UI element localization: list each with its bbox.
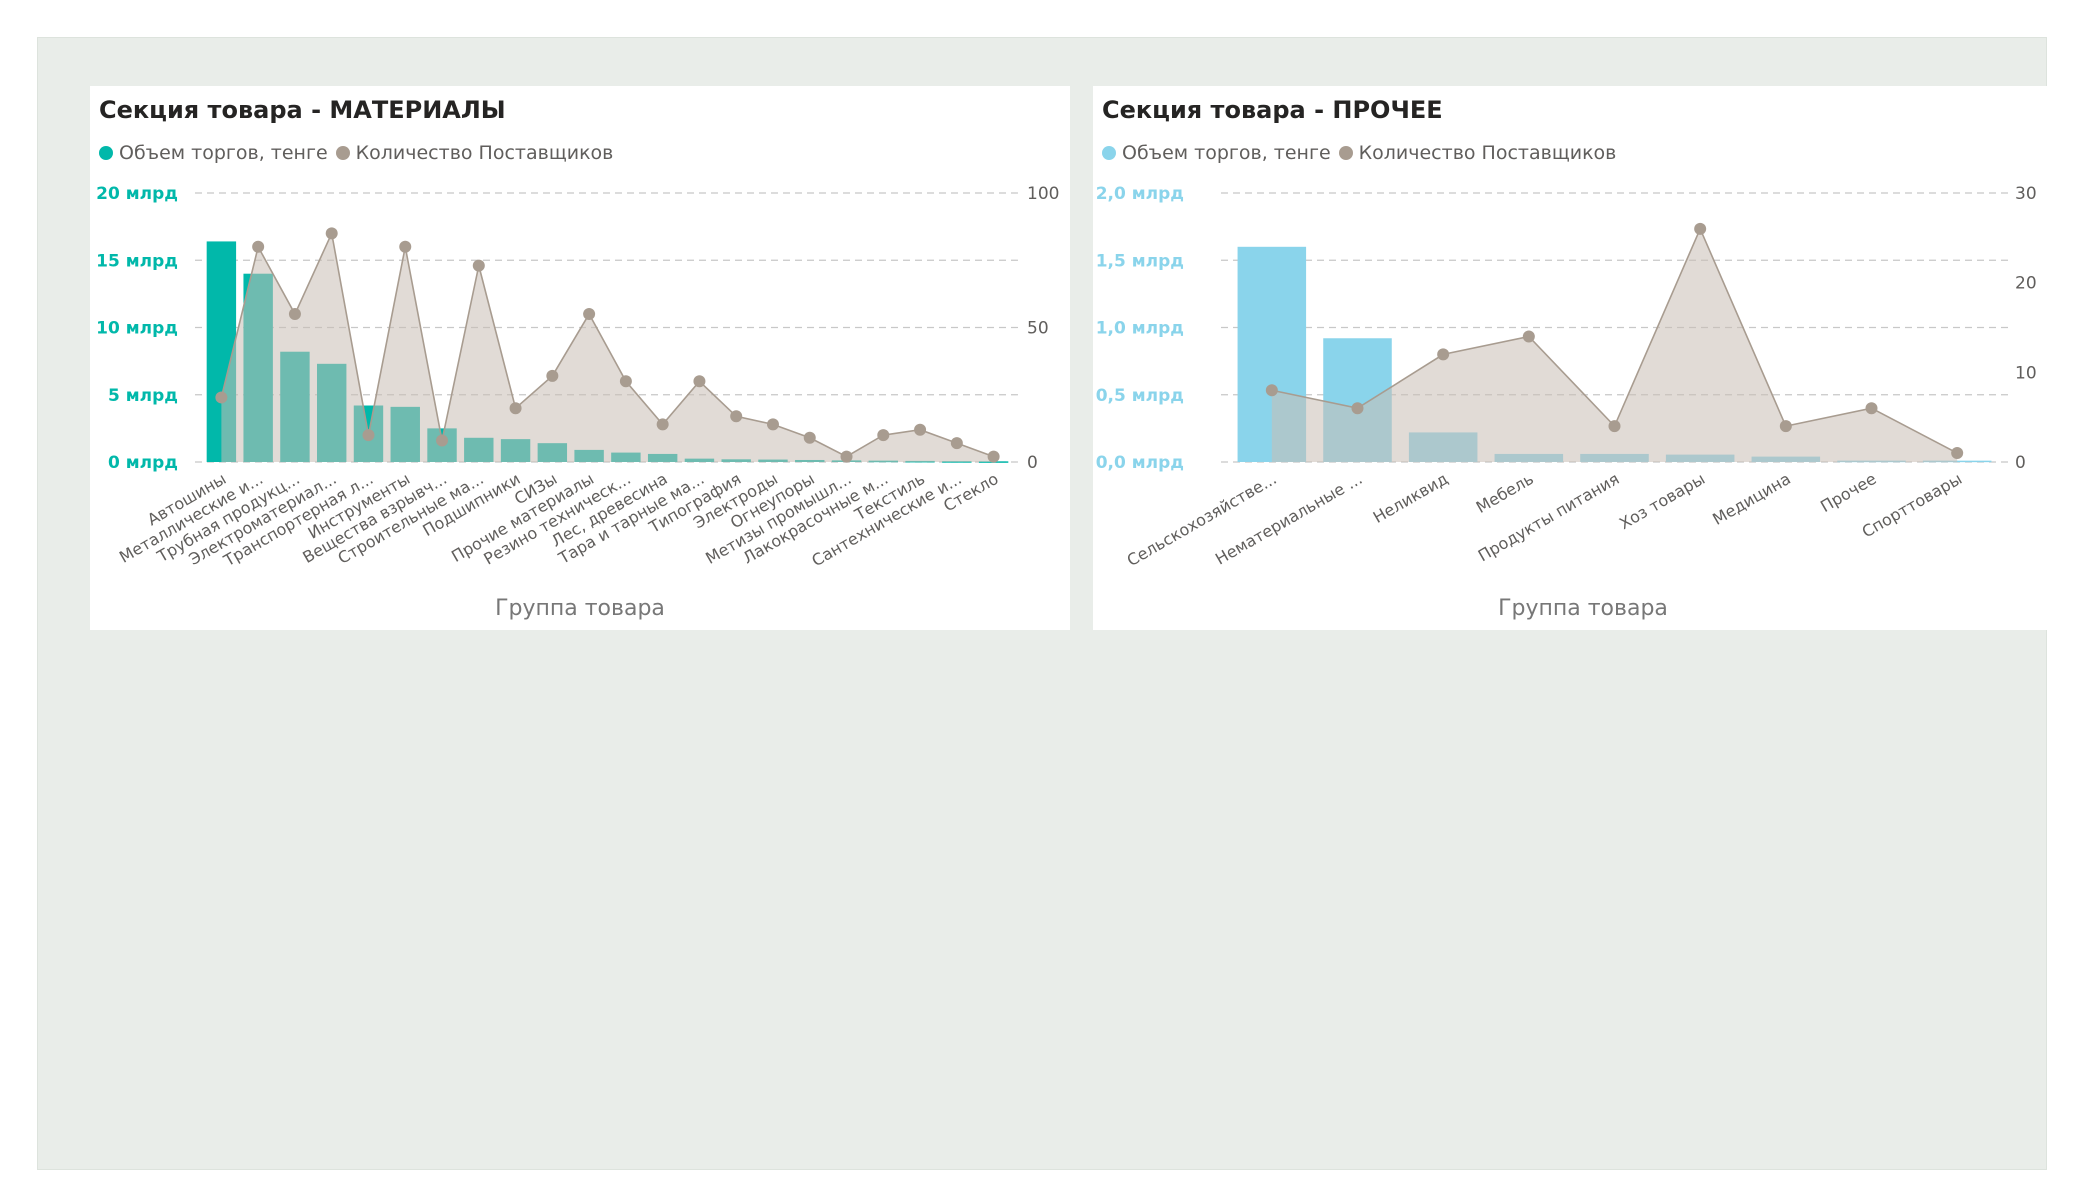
bar	[1922, 460, 1992, 463]
supplier-point	[1351, 402, 1364, 415]
legend-item-volume[interactable]: Объем торгов, тенге	[1102, 142, 1331, 164]
y2-tick-label: 20	[2015, 274, 2037, 294]
supplier-point	[1608, 420, 1621, 433]
x-tick-label: Нематериальные ...	[1212, 469, 1365, 569]
y-tick-label: 15 млрд	[96, 251, 178, 271]
y-tick-label: 2,0 млрд	[1096, 184, 1184, 204]
y2-tick-label: 30	[2015, 184, 2037, 204]
supplier-point	[693, 375, 706, 388]
x-tick-label: Продукты питания	[1475, 469, 1623, 565]
supplier-area	[1271, 228, 1958, 462]
supplier-point	[252, 240, 265, 253]
supplier-point	[1865, 402, 1878, 415]
supplier-point	[399, 240, 412, 253]
chart-panel-materials[interactable]: Секция товара - МАТЕРИАЛЫ Объем торгов, …	[90, 86, 1070, 630]
x-axis-title: Группа товара	[495, 596, 665, 621]
y-tick-label: 0 млрд	[108, 453, 178, 473]
x-tick-label: Неликвид	[1370, 469, 1451, 527]
supplier-point	[730, 410, 743, 423]
x-tick-label: Прочее	[1817, 469, 1879, 516]
y2-tick-label: 0	[1027, 453, 1038, 473]
supplier-area	[221, 233, 994, 462]
chart-title: Секция товара - ПРОЧЕЕ	[1102, 96, 1443, 124]
chart-legend: Объем торгов, тенге Количество Поставщик…	[99, 142, 621, 164]
supplier-point	[950, 437, 963, 450]
supplier-point	[509, 402, 522, 415]
report-canvas: Секция товара - МАТЕРИАЛЫ Объем торгов, …	[37, 37, 2073, 1170]
y2-tick-label: 100	[1027, 184, 1059, 204]
y2-tick-label: 10	[2015, 363, 2037, 383]
x-tick-label: Мебель	[1473, 469, 1537, 517]
supplier-point	[362, 429, 375, 442]
supplier-point	[583, 308, 596, 321]
x-axis-title: Группа товара	[1498, 596, 1668, 621]
supplier-line	[220, 230, 994, 458]
supplier-point	[1951, 447, 1964, 460]
y-tick-label: 0,5 млрд	[1096, 386, 1184, 406]
legend-dot-volume	[99, 146, 113, 160]
y-tick-label: 10 млрд	[96, 319, 178, 339]
legend-item-volume[interactable]: Объем торгов, тенге	[99, 142, 328, 164]
y2-tick-label: 0	[2015, 453, 2026, 473]
supplier-point	[1437, 348, 1450, 361]
y-tick-label: 1,5 млрд	[1096, 251, 1184, 271]
y-tick-label: 1,0 млрд	[1096, 319, 1184, 339]
supplier-point	[840, 450, 853, 463]
supplier-point	[546, 369, 559, 382]
supplier-point	[1694, 222, 1707, 235]
legend-dot-suppliers	[335, 146, 350, 160]
y2-tick-label: 50	[1027, 319, 1049, 339]
supplier-point	[1779, 420, 1792, 433]
chart-title: Секция товара - МАТЕРИАЛЫ	[99, 96, 506, 124]
supplier-point	[325, 227, 338, 240]
y-tick-label: 20 млрд	[96, 184, 178, 204]
supplier-point	[656, 418, 669, 431]
supplier-point	[1522, 330, 1535, 343]
legend-item-suppliers[interactable]: Количество Поставщиков	[335, 142, 614, 164]
chart-svg-other: 0,0 млрд 0,5 млрд 1,0 млрд 1,5 млрд 2,0 млрд…	[1096, 184, 2037, 570]
supplier-point	[766, 418, 779, 431]
x-tick-label: Сельскохозяйстве...	[1124, 469, 1280, 570]
legend-dot-suppliers	[1338, 146, 1353, 160]
supplier-point	[215, 391, 228, 404]
legend-item-suppliers[interactable]: Количество Поставщиков	[1338, 142, 1617, 164]
x-tick-label: Хоз товары	[1616, 469, 1708, 533]
supplier-point	[1265, 384, 1278, 397]
legend-label-volume: Объем торгов, тенге	[119, 142, 328, 164]
x-tick-label: Медицина	[1709, 469, 1794, 529]
legend-label-volume: Объем торгов, тенге	[1122, 142, 1331, 164]
supplier-point	[288, 308, 301, 321]
chart-panel-other[interactable]: Секция товара - ПРОЧЕЕ Объем торгов, тен…	[1093, 86, 2073, 630]
supplier-point	[803, 431, 816, 444]
legend-label-suppliers: Количество Поставщиков	[1358, 142, 1617, 164]
chart-legend: Объем торгов, тенге Количество Поставщик…	[1102, 142, 1624, 164]
y-tick-label: 5 млрд	[108, 386, 178, 406]
supplier-point	[619, 375, 632, 388]
supplier-point	[914, 423, 927, 436]
supplier-point	[472, 259, 485, 272]
legend-dot-volume	[1102, 146, 1116, 160]
y-tick-label: 0,0 млрд	[1096, 453, 1184, 473]
supplier-point	[436, 434, 449, 447]
supplier-point	[987, 450, 1000, 463]
supplier-point	[877, 429, 890, 442]
legend-label-suppliers: Количество Поставщиков	[355, 142, 614, 164]
